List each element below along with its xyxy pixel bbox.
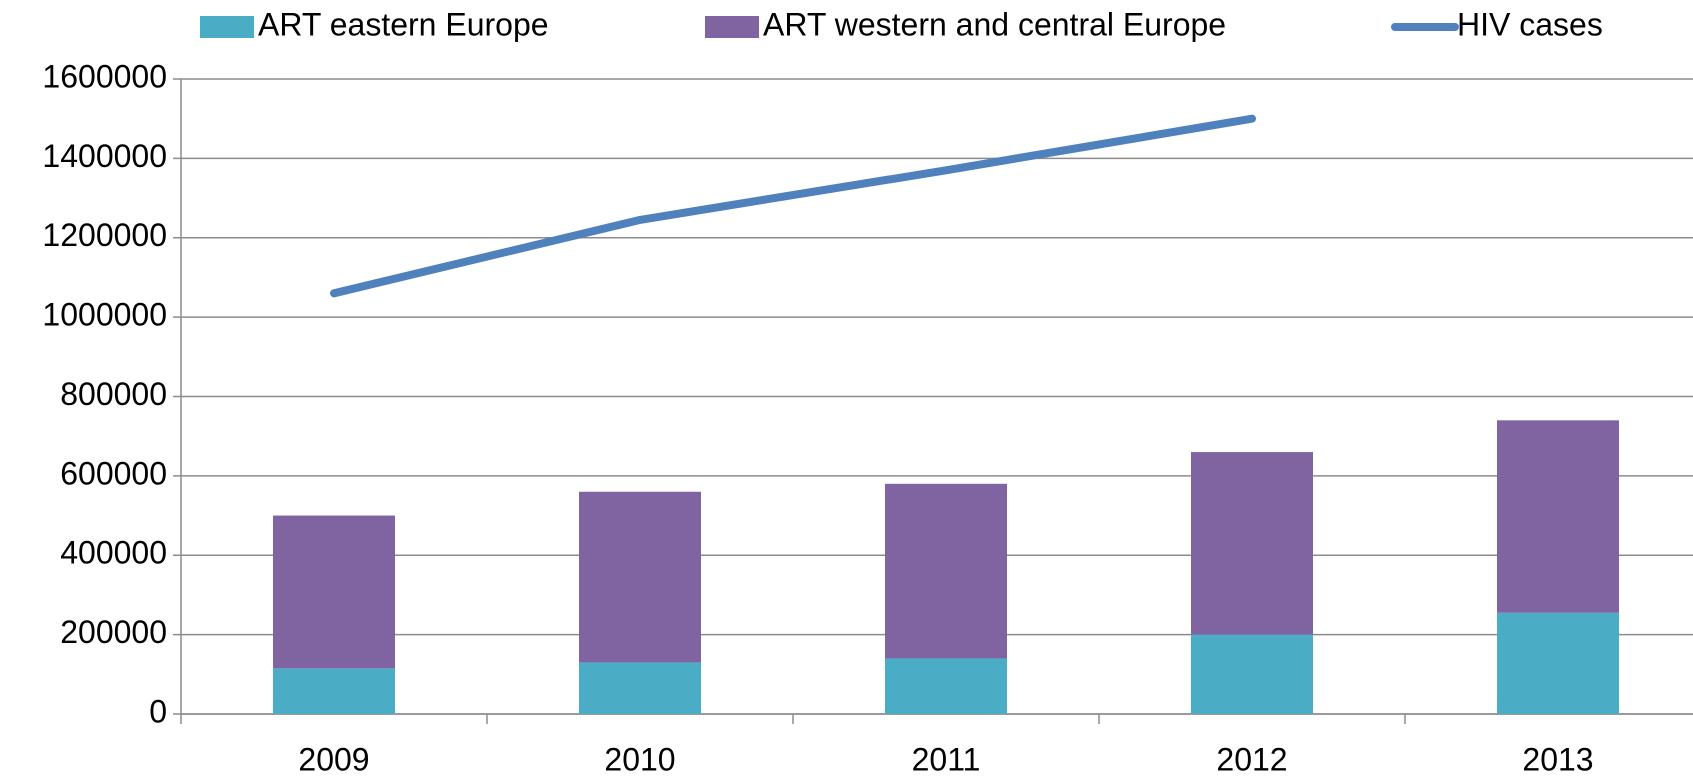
y-tick-label: 1400000 bbox=[42, 138, 167, 174]
bar bbox=[579, 491, 701, 663]
bar bbox=[1497, 420, 1619, 613]
legend-swatch bbox=[200, 16, 254, 38]
y-tick-label: 600000 bbox=[60, 455, 167, 491]
legend-swatch bbox=[705, 16, 759, 38]
bar bbox=[885, 483, 1007, 659]
line bbox=[330, 114, 1256, 298]
x-tick-label: 2009 bbox=[298, 741, 369, 776]
y-tick-label: 400000 bbox=[60, 535, 167, 571]
bar bbox=[1191, 634, 1313, 714]
bar bbox=[1191, 452, 1313, 635]
bar bbox=[1497, 612, 1619, 714]
legend-label: ART eastern Europe bbox=[258, 6, 549, 42]
x-tick-label: 2011 bbox=[912, 741, 981, 776]
y-tick-label: 200000 bbox=[60, 614, 167, 650]
y-tick-label: 1600000 bbox=[42, 58, 167, 94]
bar bbox=[579, 662, 701, 714]
y-tick-label: 0 bbox=[149, 693, 167, 729]
legend-label: ART western and central Europe bbox=[763, 6, 1226, 42]
bar bbox=[273, 515, 395, 669]
x-tick-label: 2010 bbox=[604, 741, 675, 776]
legend-label: HIV cases bbox=[1457, 6, 1603, 42]
bar bbox=[885, 658, 1007, 714]
bar bbox=[273, 668, 395, 714]
y-tick-label: 1000000 bbox=[42, 297, 167, 333]
y-tick-label: 1200000 bbox=[42, 217, 167, 253]
x-tick-label: 2012 bbox=[1216, 741, 1287, 776]
x-tick-label: 2013 bbox=[1522, 741, 1593, 776]
y-tick-label: 800000 bbox=[60, 376, 167, 412]
